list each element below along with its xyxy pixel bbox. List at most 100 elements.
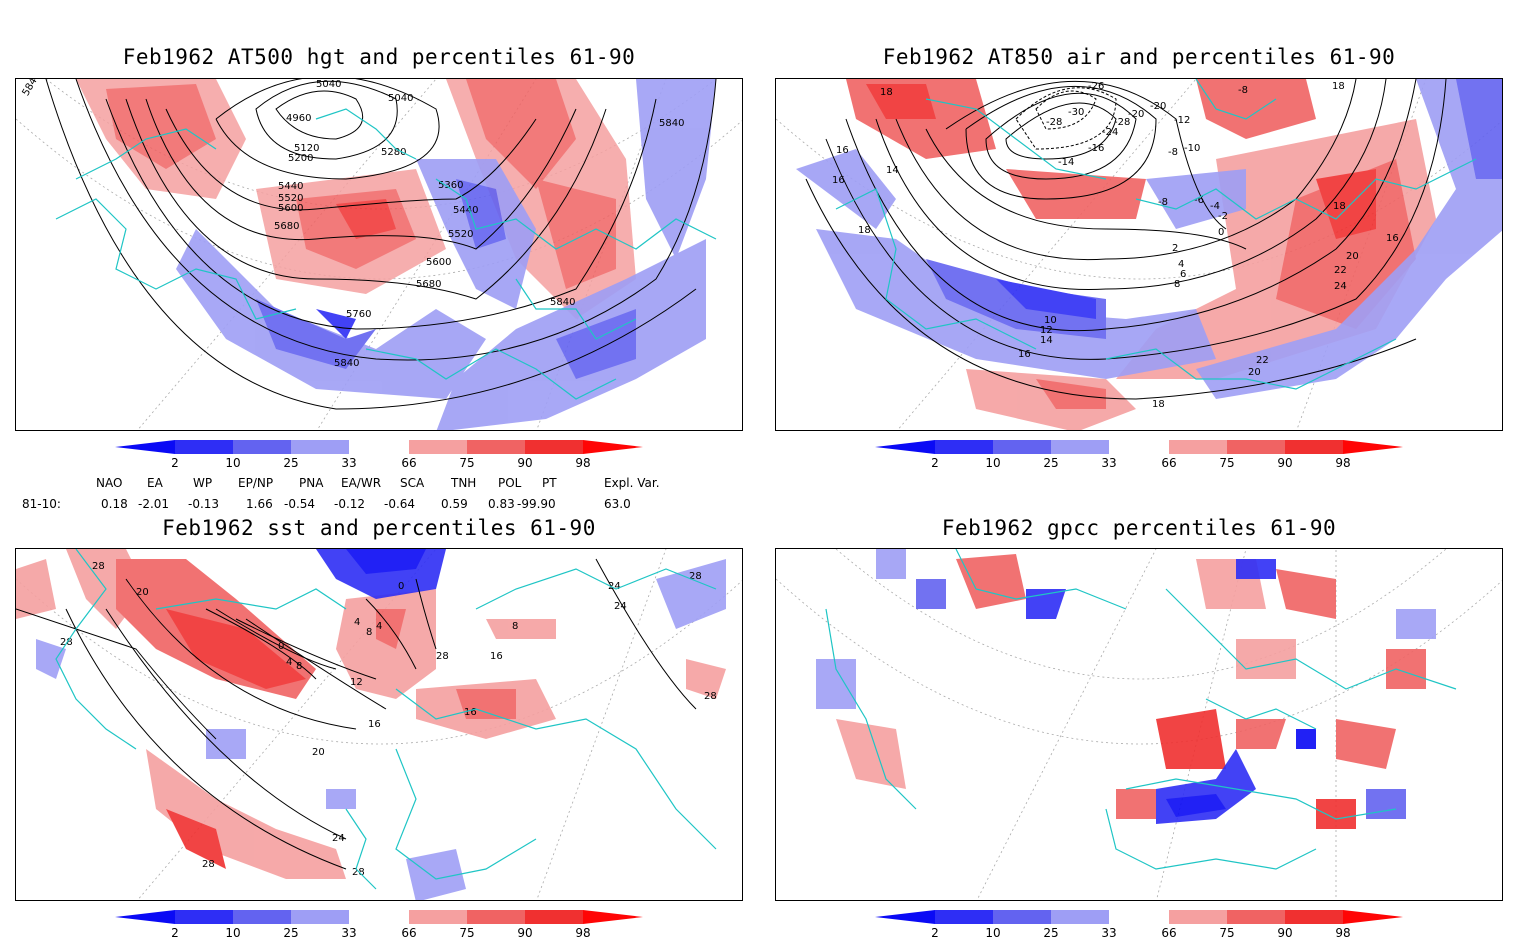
- colorbar-seg-8: [1343, 440, 1403, 454]
- svg-text:20: 20: [1346, 251, 1359, 262]
- coastlines: [55, 108, 717, 400]
- svg-text:0: 0: [398, 581, 404, 592]
- svg-text:2: 2: [1172, 243, 1178, 254]
- index-value: 0.18: [101, 497, 128, 511]
- colorbar-label: 2: [171, 456, 179, 470]
- colorbar-label: 2: [931, 926, 939, 940]
- colorbar-label: 75: [1219, 926, 1235, 940]
- svg-text:5120: 5120: [294, 143, 319, 154]
- colorbar-seg-3: [1051, 440, 1109, 454]
- colorbar-seg-8: [1343, 910, 1403, 924]
- colorbar-label: 25: [283, 456, 299, 470]
- colorbar-seg-3: [291, 440, 349, 454]
- colorbar-svg: [875, 910, 1403, 924]
- colorbar-label: 33: [341, 926, 357, 940]
- svg-text:18: 18: [880, 87, 893, 98]
- index-header: TNH: [451, 476, 477, 490]
- title-panel-air850: Feb1962 AT850 air and percentiles 61-90: [882, 45, 1396, 69]
- colorbar-seg-7: [1285, 910, 1343, 924]
- svg-text:5360: 5360: [438, 180, 463, 191]
- svg-text:20: 20: [1248, 367, 1261, 378]
- contour-labels: 18 -26 -30 -28 -28 -24 -20 -20 -12 -8 -1…: [832, 81, 1399, 410]
- svg-text:-20: -20: [1128, 109, 1144, 120]
- colorbar-label: 10: [985, 926, 1001, 940]
- svg-text:20: 20: [312, 747, 325, 758]
- colorbar-label: 33: [1101, 926, 1117, 940]
- svg-text:4: 4: [376, 621, 382, 632]
- map-gpcc-svg: [776, 549, 1502, 900]
- index-header: NAO: [96, 476, 123, 490]
- svg-text:24: 24: [614, 601, 627, 612]
- svg-text:-20: -20: [1150, 101, 1166, 112]
- colorbar-label: 98: [1335, 926, 1351, 940]
- colorbar-top-right: 2 10 25 33 66 75 90 98: [875, 440, 1405, 480]
- index-value: -0.54: [284, 497, 316, 511]
- colorbar-label: 25: [283, 926, 299, 940]
- svg-text:4: 4: [1178, 259, 1184, 270]
- svg-text:0: 0: [1218, 227, 1224, 238]
- colorbar-seg-3: [1051, 910, 1109, 924]
- svg-text:5040: 5040: [316, 79, 341, 90]
- svg-text:-2: -2: [1218, 211, 1228, 222]
- svg-text:28: 28: [92, 561, 105, 572]
- svg-text:4960: 4960: [286, 113, 311, 124]
- map-panel-hgt500: 5040 5040 4960 5120 5200 5280 5360 5440 …: [15, 78, 743, 431]
- svg-text:-16: -16: [1088, 143, 1104, 154]
- svg-text:28: 28: [689, 571, 702, 582]
- svg-text:28: 28: [704, 691, 717, 702]
- colorbar-label: 98: [1335, 456, 1351, 470]
- svg-text:-4: -4: [1210, 201, 1220, 212]
- svg-text:-28: -28: [1046, 117, 1062, 128]
- colorbar-seg-3: [291, 910, 349, 924]
- svg-text:28: 28: [202, 859, 215, 870]
- map-hgt500-svg: 5040 5040 4960 5120 5200 5280 5360 5440 …: [16, 79, 742, 430]
- colorbar-seg-0: [115, 440, 175, 454]
- index-header: EP/NP: [238, 476, 274, 490]
- svg-text:8: 8: [1174, 279, 1180, 290]
- coastlines: [835, 79, 1477, 390]
- colorbar-label: 75: [459, 926, 475, 940]
- percentile-shading-red: [16, 549, 726, 879]
- colorbar-label: 75: [1219, 456, 1235, 470]
- colorbar-label: 10: [225, 456, 241, 470]
- index-header: SCA: [400, 476, 425, 490]
- svg-text:6: 6: [1180, 269, 1186, 280]
- svg-text:16: 16: [836, 145, 849, 156]
- svg-text:28: 28: [352, 867, 365, 878]
- colorbar-seg-4: [349, 910, 409, 924]
- index-value: 0.59: [441, 497, 468, 511]
- svg-text:16: 16: [1018, 349, 1031, 360]
- colorbar-label: 90: [1277, 456, 1293, 470]
- colorbar-label: 33: [341, 456, 357, 470]
- percentile-shading-blue: [36, 549, 726, 900]
- colorbar-seg-6: [467, 440, 525, 454]
- colorbar-seg-7: [525, 440, 583, 454]
- map-panel-sst: 28 20 28 0 4 8 12 16 20 24 28 28 24 28 0…: [15, 548, 743, 901]
- svg-text:22: 22: [1334, 265, 1347, 276]
- colorbar-svg: [875, 440, 1403, 454]
- negative-contours: [1015, 87, 1117, 150]
- percentile-shading-red: [836, 554, 1426, 829]
- svg-text:20: 20: [136, 587, 149, 598]
- colorbar-label: 10: [985, 456, 1001, 470]
- colorbar-seg-6: [1227, 440, 1285, 454]
- colorbar-label: 75: [459, 456, 475, 470]
- index-value: -99.90: [517, 497, 556, 511]
- svg-text:5040: 5040: [388, 93, 413, 104]
- index-header: WP: [193, 476, 213, 490]
- colorbar-label: 2: [171, 926, 179, 940]
- colorbar-seg-0: [875, 440, 935, 454]
- percentile-shading-blue: [176, 79, 716, 430]
- svg-text:5760: 5760: [346, 309, 371, 320]
- colorbar-svg: [115, 910, 643, 924]
- svg-text:24: 24: [1334, 281, 1347, 292]
- svg-text:16: 16: [368, 719, 381, 730]
- svg-text:5280: 5280: [381, 147, 406, 158]
- coastlines: [55, 549, 717, 890]
- colorbar-seg-2: [233, 910, 291, 924]
- colorbar-seg-1: [935, 440, 993, 454]
- index-header: POL: [498, 476, 522, 490]
- colorbar-seg-8: [583, 440, 643, 454]
- colorbar-seg-4: [1109, 910, 1169, 924]
- colorbar-seg-1: [935, 910, 993, 924]
